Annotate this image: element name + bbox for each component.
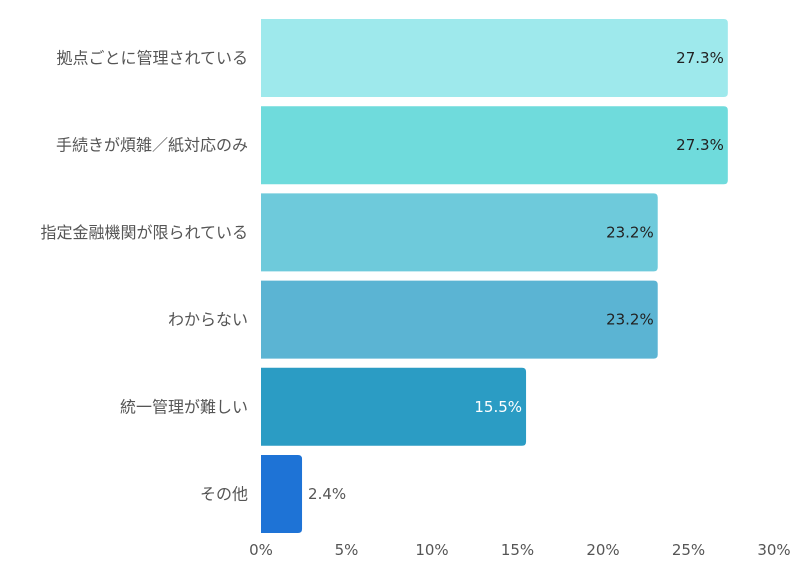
bar [261, 19, 728, 97]
data-label: 23.2% [606, 311, 654, 329]
x-tick-label: 20% [586, 541, 619, 559]
category-label: 統一管理が難しい [120, 397, 248, 416]
bar [261, 367, 527, 446]
category-label: 手続きが煩雑／紙対応のみ [56, 136, 248, 155]
x-tick-label: 15% [501, 541, 534, 559]
category-label: 指定金融機関が限られている [40, 223, 248, 242]
value-labels: 27.3% 27.3% 23.2% 23.2% 15.5% 2.4% [308, 49, 724, 503]
data-label: 2.4% [308, 485, 346, 503]
data-label: 15.5% [474, 398, 522, 416]
data-label: 27.3% [676, 136, 724, 154]
bar-group [261, 19, 728, 533]
x-tick-label: 5% [335, 541, 359, 559]
bar [261, 455, 303, 533]
x-axis-ticks: 0% 5% 10% 15% 20% 25% 30% [249, 541, 791, 559]
category-label: 拠点ごとに管理されている [56, 49, 248, 68]
bar [261, 193, 658, 272]
data-label: 27.3% [676, 49, 724, 67]
bar [261, 106, 728, 185]
x-tick-label: 25% [672, 541, 705, 559]
data-label: 23.2% [606, 223, 654, 241]
bar [261, 280, 658, 359]
x-tick-label: 0% [249, 541, 273, 559]
category-labels: 拠点ごとに管理されている手続きが煩雑／紙対応のみ指定金融機関が限られているわから… [40, 49, 248, 504]
x-tick-label: 30% [757, 541, 790, 559]
x-tick-label: 10% [415, 541, 448, 559]
category-label: わからない [168, 310, 248, 329]
category-label: その他 [200, 485, 248, 504]
